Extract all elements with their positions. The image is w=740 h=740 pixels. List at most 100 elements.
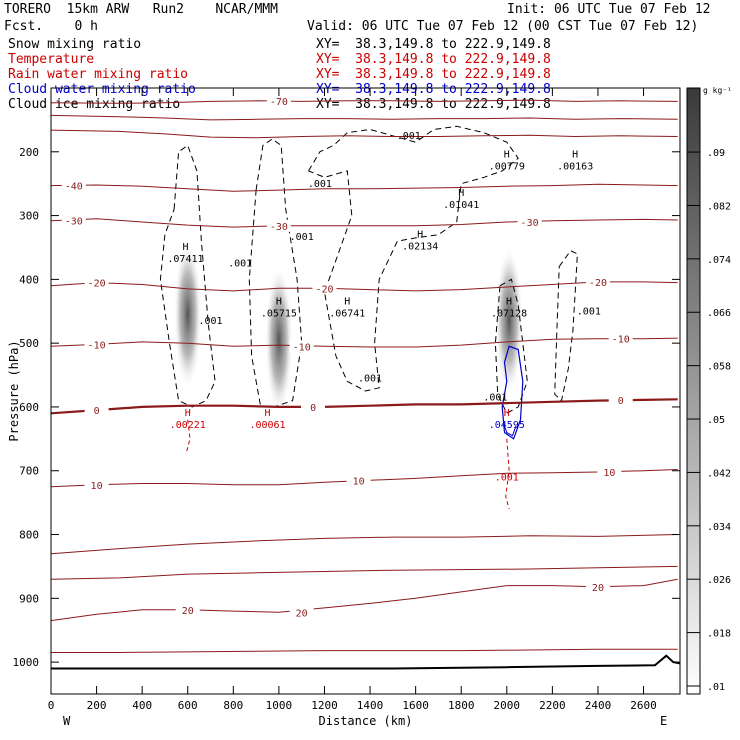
field-snow-xy: XY= 38.3,149.8 to 222.9,149.8 — [316, 37, 551, 52]
snow-max-h-1: H — [276, 296, 282, 307]
temperature-contour-5 — [50, 281, 678, 292]
field-temperature-xy: XY= 38.3,149.8 to 222.9,149.8 — [316, 52, 551, 67]
temperature-contour-3 — [50, 183, 678, 192]
temperature-contour-10 — [50, 534, 678, 555]
snow-dashed-contour-3 — [494, 278, 528, 414]
y-tick-label-4: 600 — [19, 401, 39, 414]
plot-area: -70 -40 -30 -30 -30 -20 -20 -20 -10 -10 -10 0 0 0 10 10… — [50, 94, 681, 670]
colorbar-label-9: .082 — [707, 201, 731, 212]
rain-max-h-1: H — [264, 408, 270, 419]
snow-dashed-contour-0 — [159, 144, 216, 408]
temperature-label-bg-9-2 — [585, 580, 610, 593]
x-tick-label-6: 1200 — [311, 699, 338, 712]
temperature-label-bg-8-2 — [597, 466, 622, 479]
header-forecast: Fcst. 0 h — [4, 19, 98, 34]
temperature-label-bg-9-0 — [175, 603, 200, 616]
cloud-water-contour — [501, 345, 524, 440]
y-tick-label-1: 300 — [19, 210, 39, 223]
temperature-label-3-0: -40 — [65, 182, 83, 193]
header-init: Init: 06 UTC Tue 07 Feb 12 — [507, 2, 711, 17]
snow-contour-label-1: .001 — [308, 179, 332, 190]
colorbar-label-2: .026 — [707, 575, 731, 586]
temperature-label-7-1: 0 — [310, 403, 316, 414]
rain-max-value-1: .00061 — [249, 420, 285, 431]
temperature-label-8-1: 10 — [353, 476, 365, 487]
colorbar-label-8: .074 — [707, 255, 731, 266]
x-tick-label-1: 200 — [87, 699, 107, 712]
temperature-label-bg-4-0 — [61, 214, 86, 227]
snow-dashed-contour-2 — [308, 125, 519, 392]
temperature-label-7-2: 0 — [618, 396, 624, 407]
colorbar-label-0: .01 — [707, 682, 725, 693]
y-tick-label-3: 500 — [19, 337, 39, 350]
y-tick-label-5: 700 — [19, 465, 39, 478]
rain-contour-1 — [186, 419, 191, 452]
temperature-contour-11 — [50, 565, 678, 580]
temperature-label-4-0: -30 — [65, 217, 83, 228]
y-tick-label-7: 900 — [19, 592, 39, 605]
header-title: TORERO 15km ARW Run2 NCAR/MMM — [4, 2, 278, 17]
snow-max-value-3: .02134 — [402, 241, 438, 252]
snow-shading-1 — [264, 264, 293, 415]
temperature-label-7-0: 0 — [94, 406, 100, 417]
rain-max-h-2: H — [504, 408, 510, 419]
plot-frame — [50, 87, 681, 695]
snow-max-value-5: .00779 — [489, 162, 525, 173]
rain-max-value-2: .04595 — [489, 420, 525, 431]
temperature-contour-6 — [50, 337, 678, 348]
field-cloudice-label: Cloud ice mixing ratio — [8, 97, 181, 112]
snow-max-h-7: H — [506, 296, 512, 307]
snow-contour-label-6: .001 — [577, 306, 601, 317]
x-tick-label-7: 1400 — [357, 699, 384, 712]
temperature-label-bg-5-2 — [585, 275, 610, 288]
snow-contour-label-7: .001 — [483, 393, 507, 404]
temperature-contour-7 — [50, 398, 678, 415]
temperature-label-9-2: 20 — [592, 583, 604, 594]
temperature-label-bg-5-0 — [84, 276, 109, 289]
field-temperature-label: Temperature — [8, 52, 95, 67]
temperature-label-8-2: 10 — [603, 468, 615, 479]
snow-contour-label-3: .001 — [228, 259, 252, 270]
x-tick-label-0: 0 — [48, 699, 55, 712]
y-tick-label-8: 1000 — [13, 656, 40, 669]
temperature-label-0-0: -70 — [270, 97, 288, 108]
x-tick-label-9: 1800 — [448, 699, 475, 712]
temperature-label-bg-8-1 — [346, 474, 371, 487]
temperature-contour-4 — [50, 218, 678, 228]
snow-max-h-5: H — [504, 150, 510, 161]
temperature-label-6-0: -10 — [88, 340, 106, 351]
temperature-contour-2 — [50, 129, 678, 139]
snow-max-value-4: .01041 — [443, 200, 479, 211]
temperature-label-bg-8-0 — [84, 478, 109, 491]
colorbar-label-6: .058 — [707, 362, 731, 373]
snow-contour-label-2: .001 — [290, 232, 314, 243]
temperature-label-bg-7-2 — [608, 393, 633, 406]
colorbar-label-3: .034 — [707, 522, 731, 533]
x-end-right: E — [660, 714, 667, 728]
field-rain-xy: XY= 38.3,149.8 to 222.9,149.8 — [316, 67, 551, 82]
snow-contour-label-0: .001 — [397, 131, 421, 142]
temperature-label-4-2: -30 — [521, 218, 539, 229]
temperature-label-5-2: -20 — [589, 278, 607, 289]
rain-contour-0 — [505, 438, 510, 510]
temperature-label-bg-7-0 — [84, 404, 109, 417]
temperature-label-bg-6-1 — [289, 340, 314, 353]
temperature-label-bg-4-1 — [266, 219, 291, 232]
x-tick-label-4: 800 — [223, 699, 243, 712]
snow-max-h-4: H — [458, 188, 464, 199]
snow-max-h-0: H — [182, 242, 188, 253]
temperature-label-bg-7-1 — [301, 400, 326, 413]
field-rain-label: Rain water mixing ratio — [8, 67, 189, 82]
colorbar-unit: g kg⁻¹ — [703, 86, 732, 95]
snow-max-value-0: .07411 — [167, 254, 203, 265]
temperature-label-bg-0-0 — [266, 94, 291, 107]
x-tick-label-11: 2200 — [539, 699, 566, 712]
snow-max-value-2: .06741 — [329, 308, 365, 319]
temperature-label-4-1: -30 — [270, 222, 288, 233]
x-tick-label-8: 1600 — [402, 699, 429, 712]
snow-max-value-1: .05715 — [261, 308, 297, 319]
temperature-label-bg-6-2 — [608, 332, 633, 345]
snow-shading-2 — [495, 245, 524, 396]
